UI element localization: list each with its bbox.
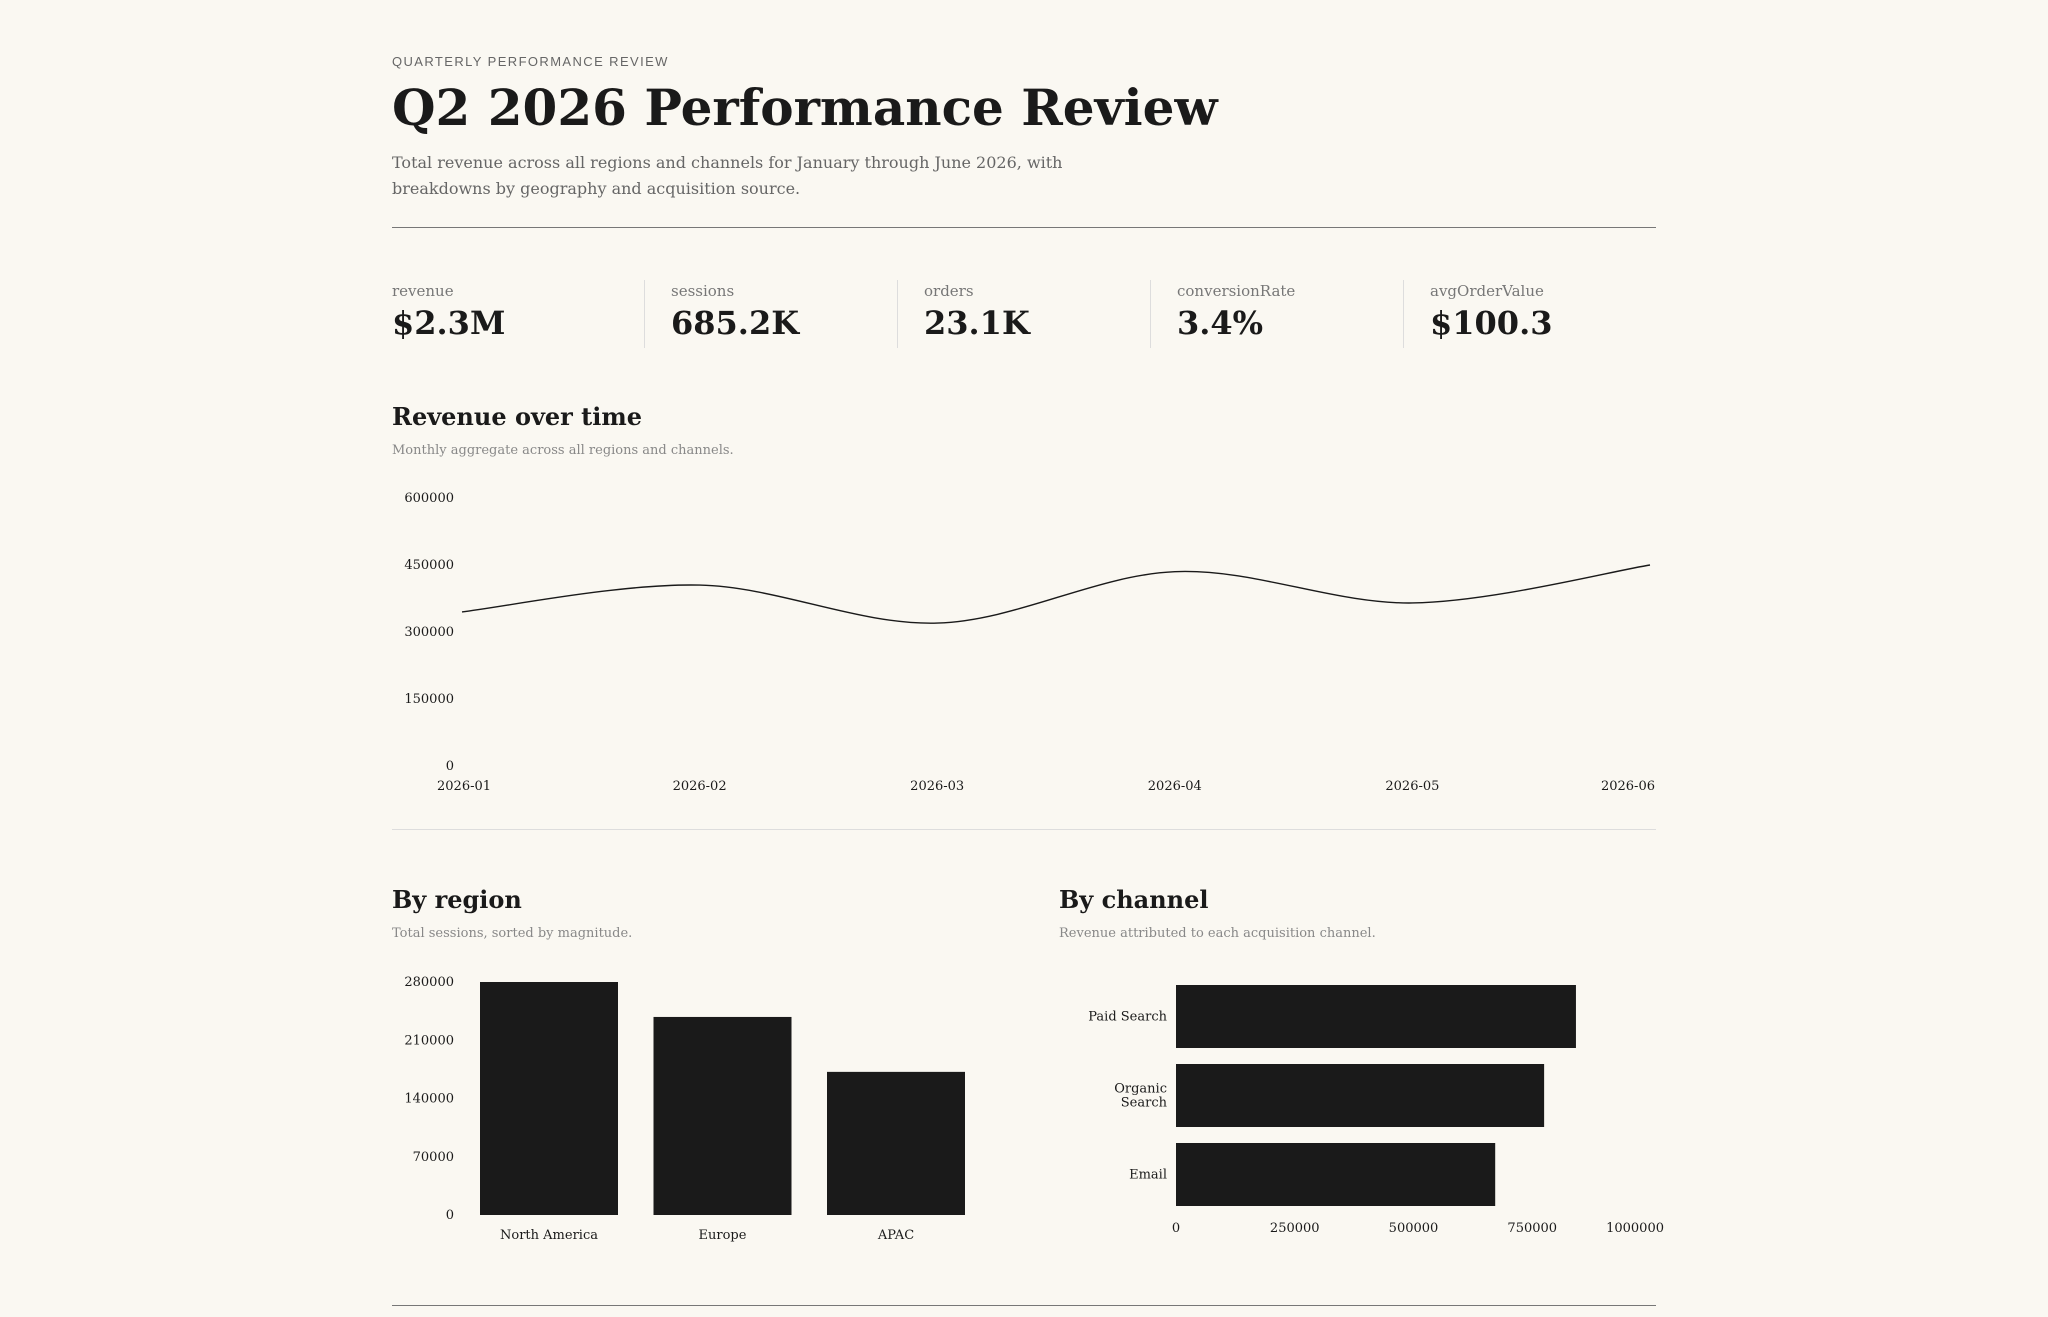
page-subtitle: Total revenue across all regions and cha… — [392, 153, 1063, 198]
kpi-divider — [644, 280, 645, 348]
y-tick-label: 450000 — [404, 558, 454, 573]
kpi-divider — [1150, 280, 1151, 348]
revenue-section-subtitle: Monthly aggregate across all regions and… — [392, 443, 734, 458]
y-tick-label: 140000 — [404, 1092, 454, 1107]
y-tick-label-line: Search — [1121, 1096, 1168, 1111]
header-divider — [392, 227, 1656, 228]
x-tick-label: 750000 — [1507, 1221, 1557, 1236]
kpi-value: 23.1K — [924, 304, 1030, 342]
channel-bar — [1176, 1064, 1545, 1127]
y-tick-label: 0 — [446, 1208, 454, 1223]
revenue-series-line — [461, 564, 1651, 624]
channel-section-subtitle: Revenue attributed to each acquisition c… — [1059, 926, 1376, 941]
x-tick-label: 1000000 — [1606, 1221, 1664, 1236]
y-tick-label: 600000 — [404, 491, 454, 506]
eyebrow: QUARTERLY PERFORMANCE REVIEW — [392, 54, 669, 69]
x-tick-label: 2026-01 — [437, 779, 491, 794]
channel-bar-chart: Paid Search Organic Search Email 0 250000 5000… — [1088, 985, 1664, 1236]
footer-divider — [392, 1305, 1656, 1306]
kpi-label: orders — [924, 282, 974, 300]
y-tick-label: Paid Search — [1088, 1010, 1167, 1025]
channel-bar — [1176, 1143, 1496, 1206]
kpi-label: revenue — [392, 282, 454, 300]
kpi-value: $100.3 — [1430, 304, 1553, 342]
x-tick-label: 2026-02 — [673, 779, 727, 794]
y-tick-label: 70000 — [413, 1150, 454, 1165]
kpi-value: $2.3M — [392, 304, 506, 342]
region-bar — [653, 1016, 792, 1215]
region-section-subtitle: Total sessions, sorted by magnitude. — [392, 926, 633, 941]
y-tick-label: Organic Search — [1114, 1082, 1167, 1111]
kpi-row: revenue $2.3M sessions 685.2K orders 23.… — [392, 280, 1656, 348]
kpi-divider — [897, 280, 898, 348]
x-tick-label: 2026-06 — [1601, 779, 1655, 794]
page-title: Q2 2026 Performance Review — [392, 78, 1218, 137]
x-tick-label: North America — [500, 1228, 598, 1243]
y-tick-label: 210000 — [404, 1033, 454, 1048]
revenue-section-title: Revenue over time — [392, 402, 643, 431]
y-tick-label: Email — [1129, 1168, 1167, 1183]
x-tick-label: 250000 — [1270, 1221, 1320, 1236]
channel-bar — [1176, 985, 1576, 1048]
x-tick-label: 500000 — [1389, 1221, 1439, 1236]
kpi-value: 685.2K — [671, 304, 800, 342]
y-tick-label: 280000 — [404, 975, 454, 990]
x-tick-label: 0 — [1172, 1221, 1180, 1236]
x-tick-label: APAC — [877, 1228, 914, 1243]
y-tick-label: 0 — [446, 759, 454, 774]
x-tick-label: 2026-04 — [1148, 779, 1202, 794]
x-tick-label: 2026-05 — [1385, 779, 1439, 794]
y-tick-label-line: Paid Search — [1088, 1010, 1167, 1025]
revenue-line-chart: 0 150000 300000 450000 600000 2026-01 2026-02 2… — [404, 491, 1655, 794]
y-tick-label: 300000 — [404, 625, 454, 640]
kpi-divider — [1403, 280, 1404, 348]
channel-section-title: By channel — [1059, 885, 1209, 914]
kpi-label: avgOrderValue — [1430, 282, 1544, 300]
section-divider — [392, 829, 1656, 830]
kpi-value: 3.4% — [1177, 304, 1264, 342]
y-tick-label: 150000 — [404, 692, 454, 707]
region-bar — [827, 1071, 965, 1215]
region-section-title: By region — [392, 885, 522, 914]
kpi-label: conversionRate — [1177, 282, 1296, 300]
y-tick-label-line: Organic — [1114, 1082, 1167, 1097]
x-tick-label: 2026-03 — [910, 779, 964, 794]
y-tick-label-line: Email — [1129, 1168, 1167, 1183]
region-bar — [480, 982, 618, 1215]
region-bar-chart: 0 70000 140000 210000 280000 North America Eur… — [404, 975, 965, 1243]
kpi-label: sessions — [671, 282, 735, 300]
x-tick-label: Europe — [699, 1228, 747, 1243]
